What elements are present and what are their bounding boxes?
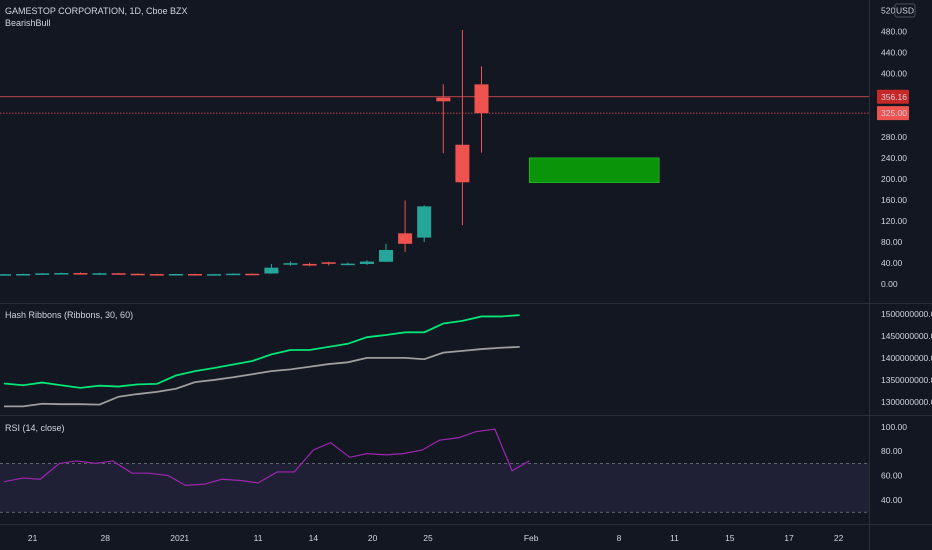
rsi-plot <box>0 428 869 513</box>
zone-layer <box>528 157 660 183</box>
candle-body <box>379 250 393 262</box>
candle-body <box>359 261 374 264</box>
time-tick-label: 15 <box>725 533 735 543</box>
ribbon-line <box>3 314 520 389</box>
hash-ribbons-lines <box>3 314 520 408</box>
candles <box>0 30 489 276</box>
ribbon-tick-label: 1450000000.00 <box>881 331 932 341</box>
candle-body <box>302 263 317 266</box>
candle-body <box>168 274 183 276</box>
ribbon-tick-label: 1400000000.00 <box>881 353 932 363</box>
candle-body <box>417 206 432 238</box>
price-tag-label: 325.00 <box>881 108 907 118</box>
candle-body <box>321 262 336 264</box>
time-tick-label: 17 <box>784 533 794 543</box>
indicator-legend[interactable]: BearishBull <box>5 18 51 28</box>
price-tick-label: 240.00 <box>881 153 907 163</box>
candle-body <box>474 84 489 114</box>
candle-body <box>130 273 145 276</box>
time-tick-label: 8 <box>617 533 622 543</box>
rsi-line <box>3 428 530 486</box>
symbol-legend[interactable]: GAMESTOP CORPORATION, 1D, Cboe BZX <box>5 6 188 16</box>
time-tick-label: 2021 <box>170 533 189 543</box>
price-lines <box>0 96 869 114</box>
price-tag-label: 356.16 <box>881 92 907 102</box>
price-tick-label: 200.00 <box>881 174 907 184</box>
price-tick-label: 280.00 <box>881 132 907 142</box>
candle-body <box>283 263 298 265</box>
time-tick-label: 22 <box>834 533 844 543</box>
candle-body <box>455 144 470 183</box>
time-axis[interactable]: 21 28 2021 11 14 20 25 Feb 8 11 15 17 22 <box>28 533 844 543</box>
rsi-tick-label: 100.00 <box>881 422 907 432</box>
price-tick-label: 480.00 <box>881 27 907 37</box>
candle-body <box>188 274 202 276</box>
candle-body <box>226 273 241 276</box>
rsi-tick-label: 80.00 <box>881 446 903 456</box>
rsi-tick-label: 40.00 <box>881 495 903 505</box>
candle-body <box>35 273 50 275</box>
ribbon-axis[interactable]: 1500000000.00 1450000000.00 1400000000.00 1… <box>881 309 932 407</box>
currency-badge[interactable] <box>894 3 916 18</box>
candle-body <box>436 97 451 102</box>
time-tick-label: 14 <box>309 533 319 543</box>
ribbon-tick-label: 1350000000.00 <box>881 375 932 385</box>
rsi-legend[interactable]: RSI (14, close) <box>5 423 65 433</box>
price-tick-label: 520.00 <box>881 6 907 16</box>
price-tick-label: 0.00 <box>881 279 898 289</box>
time-tick-label: 21 <box>28 533 38 543</box>
rsi-axis[interactable]: 100.00 80.00 60.00 40.00 <box>881 422 907 505</box>
candle-body <box>398 233 413 244</box>
time-tick-label: 11 <box>670 533 679 543</box>
candle-body <box>340 263 355 266</box>
candle-body <box>16 274 31 276</box>
candle-body <box>207 274 222 276</box>
price-tick-label: 440.00 <box>881 48 907 58</box>
price-axis[interactable]: 520.00480.00440.00400.00360.00320.00280.… <box>877 6 909 290</box>
candle-body <box>73 273 88 275</box>
time-tick-label: 11 <box>254 533 263 543</box>
ribbon-tick-label: 1300000000.00 <box>881 397 932 407</box>
candle-body <box>0 274 11 276</box>
price-tick-label: 40.00 <box>881 258 903 268</box>
candle-body <box>92 273 107 275</box>
price-tag <box>877 89 909 104</box>
price-tick-label: 160.00 <box>881 195 907 205</box>
time-tick-label: 20 <box>368 533 378 543</box>
candle-body <box>264 267 279 274</box>
price-tick-label: 400.00 <box>881 69 907 79</box>
rsi-band-fill <box>0 463 869 513</box>
ribbon-line <box>4 345 520 408</box>
time-tick-label: 25 <box>423 533 433 543</box>
candle-body <box>149 274 164 276</box>
rsi-tick-label: 60.00 <box>881 471 903 481</box>
price-tick-label: 120.00 <box>881 216 907 226</box>
price-tag <box>877 106 909 121</box>
ribbon-tick-label: 1500000000.00 <box>881 309 932 319</box>
hash-ribbons-legend[interactable]: Hash Ribbons (Ribbons, 30, 60) <box>5 310 133 320</box>
currency-label: USD <box>896 6 914 16</box>
candle-body <box>245 273 260 276</box>
price-tick-label: 80.00 <box>881 237 903 247</box>
candle-body <box>111 273 126 275</box>
candle-body <box>54 273 69 275</box>
zone-rect <box>528 157 660 183</box>
time-tick-label: 28 <box>100 533 110 543</box>
time-tick-label: Feb <box>524 533 539 543</box>
